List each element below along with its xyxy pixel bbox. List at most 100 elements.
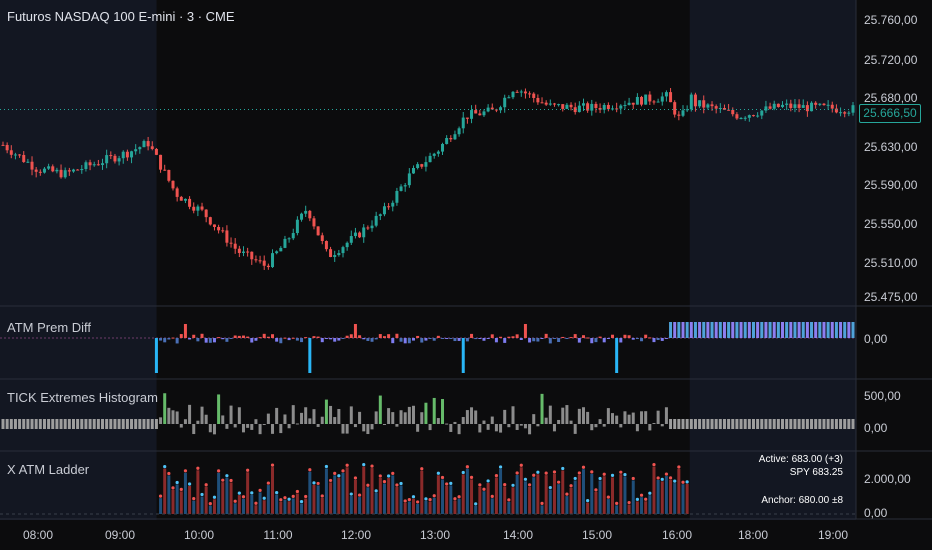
atm-prem-bar [851, 322, 855, 338]
atm-prem-bar [615, 338, 619, 373]
atm-prem-bar [718, 322, 722, 338]
price-candle [781, 104, 785, 107]
ladder-bar [673, 483, 677, 514]
tick-histogram-bar [743, 419, 747, 429]
price-candle [125, 151, 129, 158]
atm-prem-bar [291, 337, 295, 339]
atm-prem-bar [407, 338, 411, 344]
tick-histogram-bar [789, 419, 793, 429]
tick-histogram-bar [781, 419, 785, 429]
price-candle [105, 155, 109, 164]
atm-prem-bar [324, 338, 328, 339]
atm-prem-bar [839, 322, 843, 338]
price-candle [134, 149, 138, 152]
ladder-dot [606, 495, 610, 499]
atm-prem-bar [474, 338, 478, 340]
tick-histogram-bar [548, 405, 552, 424]
ladder-dot [440, 475, 445, 480]
tick-histogram-bar [652, 422, 656, 424]
atm-prem-bar [606, 338, 610, 339]
tick-histogram-bar [627, 414, 631, 424]
price-candle [150, 146, 154, 149]
ladder-dot [519, 463, 523, 467]
tick-histogram-bar [805, 419, 809, 429]
ladder-dot [345, 463, 349, 467]
pane-title-atm-prem-diff[interactable]: ATM Prem Diff [7, 320, 92, 335]
ladder-bar [486, 482, 490, 514]
tick-histogram-bar [212, 424, 216, 435]
atm-prem-bar [349, 334, 353, 338]
price-tick: 25.680,00 [864, 91, 918, 105]
price-candle [565, 104, 569, 109]
ladder-bar [411, 498, 415, 514]
ladder-dot [308, 468, 312, 472]
tick-histogram-bar [358, 411, 362, 424]
atm-prem-bar [175, 338, 179, 344]
ladder-bar [511, 487, 515, 514]
pane-title-tick-extremes[interactable]: TICK Extremes Histogram [7, 390, 158, 405]
atm-prem-bar [764, 322, 768, 338]
price-candle [312, 218, 316, 227]
tick-histogram-bar [241, 424, 245, 433]
session-background [689, 0, 856, 520]
price-candle [51, 166, 55, 172]
ladder-bar [279, 501, 283, 514]
atm-prem-bar [664, 338, 668, 339]
atm-prem-bar [756, 322, 760, 338]
atm-prem-bar [353, 324, 357, 338]
ladder-dot [262, 496, 266, 500]
ladder-dot [320, 494, 324, 498]
price-candle [677, 114, 681, 116]
price-candle [631, 102, 635, 105]
ladder-bar [258, 492, 262, 514]
price-tick: 25.630,00 [864, 140, 918, 154]
tick-histogram-bar [722, 419, 726, 429]
ladder-bar [449, 485, 453, 514]
ladder-dot [465, 465, 469, 469]
atm-prem-bar [785, 322, 789, 338]
tick-histogram-bar [271, 424, 275, 434]
ladder-dot [668, 476, 673, 480]
tick-histogram-bar [424, 402, 428, 424]
tick-histogram-bar [329, 405, 333, 424]
time-tick: 13:00 [419, 528, 451, 542]
price-candle [237, 248, 241, 253]
tick-histogram-bar [598, 419, 602, 424]
time-tick: 19:00 [817, 528, 849, 542]
price-candle [34, 169, 38, 172]
atm-prem-bar [768, 322, 772, 338]
symbol-title[interactable]: Futuros NASDAQ 100 E-mini · 3 · CME [7, 9, 235, 24]
ladder-dot [515, 471, 519, 475]
ladder-bar [179, 491, 183, 514]
ladder-dot [631, 476, 635, 481]
ladder-bar [183, 472, 187, 514]
price-candle [441, 143, 445, 152]
atm-prem-bar [163, 338, 167, 343]
pane-title-x-atm-ladder[interactable]: X ATM Ladder [7, 462, 90, 477]
atm-prem-bar [329, 338, 333, 340]
ladder-dot [270, 463, 275, 467]
price-candle [573, 107, 577, 113]
tick-histogram-bar [573, 424, 577, 434]
tick-histogram-bar [619, 424, 623, 428]
tick-histogram-bar [602, 424, 606, 427]
tick-histogram-bar [660, 424, 664, 427]
tick-histogram-bar [486, 424, 490, 430]
tick-histogram-bar [378, 395, 382, 424]
price-candle [204, 209, 208, 218]
price-candle [834, 108, 838, 113]
tick-histogram-bar [324, 399, 328, 424]
ladder-bar [341, 472, 345, 514]
ladder-bar [407, 501, 411, 514]
price-candle [552, 103, 556, 105]
price-candle [685, 109, 689, 111]
tick-histogram-bar [441, 399, 445, 424]
price-candle [233, 243, 237, 249]
ladder-dot [266, 481, 270, 485]
ladder-dot [233, 499, 237, 503]
tick-histogram-bar [13, 419, 17, 429]
atm-prem-bar [561, 336, 565, 338]
atm-prem-bar [320, 338, 324, 343]
